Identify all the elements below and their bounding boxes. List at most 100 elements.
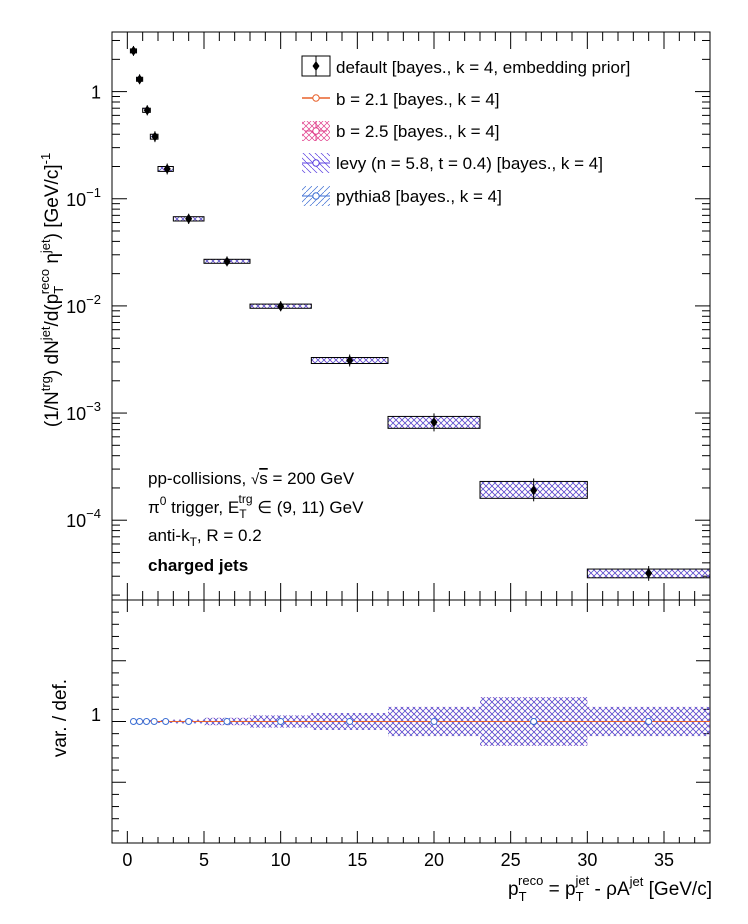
x-tick-label: 0 xyxy=(122,850,132,870)
top-y-tick-label: 10−1 xyxy=(66,185,101,210)
annotation-sqrt-symbol: √ xyxy=(251,471,260,488)
annotation-trigger: π0 trigger, ETtrg ∈ (9, 11) GeV xyxy=(148,492,364,521)
data-point-11 xyxy=(645,568,653,579)
bottom-y-axis-label: var. / def. xyxy=(50,679,71,757)
legend-label-default: default [bayes., k = 4, embedding prior] xyxy=(336,58,630,77)
x-tick-label: 25 xyxy=(501,850,521,870)
ratio-point-7 xyxy=(277,718,285,725)
x-axis-label: pTreco = pTjet - ρAjet [GeV/c] xyxy=(508,873,712,904)
ylabel-part-pre: (1/N xyxy=(42,391,63,427)
legend-label-b25: b = 2.5 [bayes., k = 4] xyxy=(336,122,500,141)
ratio-point-8 xyxy=(346,718,354,725)
xlabel-sup2: jet xyxy=(575,873,590,888)
top-y-tick-label: 10−3 xyxy=(66,399,101,424)
legend-entry-b25: b = 2.5 [bayes., k = 4] xyxy=(302,121,500,141)
x-tick-label: 30 xyxy=(577,850,597,870)
data-point-7 xyxy=(277,301,285,312)
legend-entry-levy: levy (n = 5.8, t = 0.4) [bayes., k = 4] xyxy=(302,153,603,173)
annotation-charged-jets: charged jets xyxy=(148,556,248,575)
data-point-5 xyxy=(185,213,193,224)
annotation-radius: , R = 0.2 xyxy=(197,526,262,545)
annotation-pi: π xyxy=(148,498,160,517)
annotation-et-sub: T xyxy=(239,507,247,521)
top-y-tick-label: 1 xyxy=(91,83,101,103)
xlabel-p3: - ρA xyxy=(589,879,630,900)
annotation-trigger-post: ∈ (9, 11) GeV xyxy=(253,498,365,517)
top-y-axis-label: (1/Ntrg) dNjet/d(pTreco ηjet) [GeV/c]-1 xyxy=(37,153,66,427)
annotation-sqrt-s: s xyxy=(259,469,268,488)
x-tick-label: 15 xyxy=(347,850,367,870)
ratio-point-2 xyxy=(143,718,150,725)
ratio-point-10 xyxy=(530,718,538,725)
data-point-1 xyxy=(136,74,144,85)
ratio-point-5 xyxy=(185,718,193,725)
x-tick-label: 5 xyxy=(199,850,209,870)
bottom-ratio-points xyxy=(129,718,710,725)
top-axis-ticks xyxy=(112,32,710,600)
data-point-6 xyxy=(223,256,231,267)
annotation-antikt: anti-k xyxy=(148,526,190,545)
legend-label-levy: levy (n = 5.8, t = 0.4) [bayes., k = 4] xyxy=(336,154,603,173)
top-y-tick-label: 10−4 xyxy=(66,506,101,531)
data-point-9 xyxy=(430,417,438,428)
x-tick-label: 35 xyxy=(654,850,674,870)
top-y-tick-labels: 1 10−1 10−2 10−3 10−4 xyxy=(66,83,101,532)
legend-entry-pythia: pythia8 [bayes., k = 4] xyxy=(302,186,502,206)
data-point-2 xyxy=(143,105,151,116)
ratio-point-11 xyxy=(645,718,653,725)
xlabel-sub2: T xyxy=(576,889,584,904)
ratio-point-0 xyxy=(129,718,137,725)
xlabel-sup3: jet xyxy=(629,874,644,889)
x-tick-labels: 0 5 10 15 20 25 30 35 xyxy=(122,850,674,870)
legend-entry-b21: b = 2.1 [bayes., k = 4] xyxy=(302,90,500,109)
ylabel-sup-jet2: jet xyxy=(38,239,53,254)
ylabel-sup-trg: trg xyxy=(38,376,53,391)
ylabel-sup-minus1: -1 xyxy=(38,153,53,165)
bottom-y-tick-label: 1 xyxy=(91,705,101,725)
annotation-et-sup: trg xyxy=(239,492,253,506)
legend-entry-default: default [bayes., k = 4, embedding prior] xyxy=(301,55,630,77)
legend-marker-default-diamond xyxy=(312,61,320,71)
ylabel-part-mid3: η xyxy=(42,253,63,269)
annotation-collisions-pre: pp-collisions, xyxy=(148,469,251,488)
annotation-collisions-post: = 200 GeV xyxy=(268,469,355,488)
xlabel-sup1: reco xyxy=(518,873,543,888)
x-tick-label: 20 xyxy=(424,850,444,870)
annotation-algorithm: anti-kT, R = 0.2 xyxy=(148,526,262,549)
ylabel-sub-T: T xyxy=(51,286,66,294)
xlabel-p2: = p xyxy=(543,879,575,900)
annotation-antikt-sub: T xyxy=(190,535,198,549)
ratio-point-1 xyxy=(136,718,144,725)
bottom-panel: 1 var. / def. 0 5 10 15 20 25 30 35 pTreco = pT… xyxy=(50,599,712,904)
ratio-point-6 xyxy=(223,718,231,725)
data-point-8 xyxy=(346,355,354,366)
annotation-trigger-mid: trigger, E xyxy=(166,498,239,517)
annotation-pi-sup: 0 xyxy=(160,494,167,508)
ylabel-part-mid2: /d(p xyxy=(42,294,63,327)
xlabel-p4: [GeV/c] xyxy=(643,879,712,900)
xlabel-sub1: T xyxy=(519,889,527,904)
legend-label-pythia: pythia8 [bayes., k = 4] xyxy=(336,187,502,206)
bottom-axis-ticks xyxy=(112,599,710,844)
legend-label-b21: b = 2.1 [bayes., k = 4] xyxy=(336,90,500,109)
ylabel-part-mid1: ) dN xyxy=(42,340,63,376)
ratio-point-9 xyxy=(430,718,438,725)
legend-marker-levy-circle xyxy=(312,159,320,167)
top-data-points xyxy=(129,45,653,581)
annotations: pp-collisions, √s = 200 GeV π0 trigger, … xyxy=(148,469,364,575)
ratio-point-3 xyxy=(150,718,158,725)
ylabel-sup-jet1: jet xyxy=(38,326,53,341)
legend: default [bayes., k = 4, embedding prior]… xyxy=(301,55,630,206)
ratio-point-4 xyxy=(162,718,170,725)
x-tick-label: 10 xyxy=(271,850,291,870)
top-y-tick-label: 10−2 xyxy=(66,292,101,317)
data-point-3 xyxy=(151,131,159,142)
legend-marker-b21-circle xyxy=(312,94,320,102)
ylabel-sup-reco: reco xyxy=(37,269,52,294)
legend-marker-b25-circle xyxy=(312,127,320,135)
xlabel-p1: p xyxy=(508,879,519,900)
data-point-4 xyxy=(163,163,171,174)
data-point-10 xyxy=(530,485,538,496)
legend-marker-pythia-circle xyxy=(312,192,320,200)
